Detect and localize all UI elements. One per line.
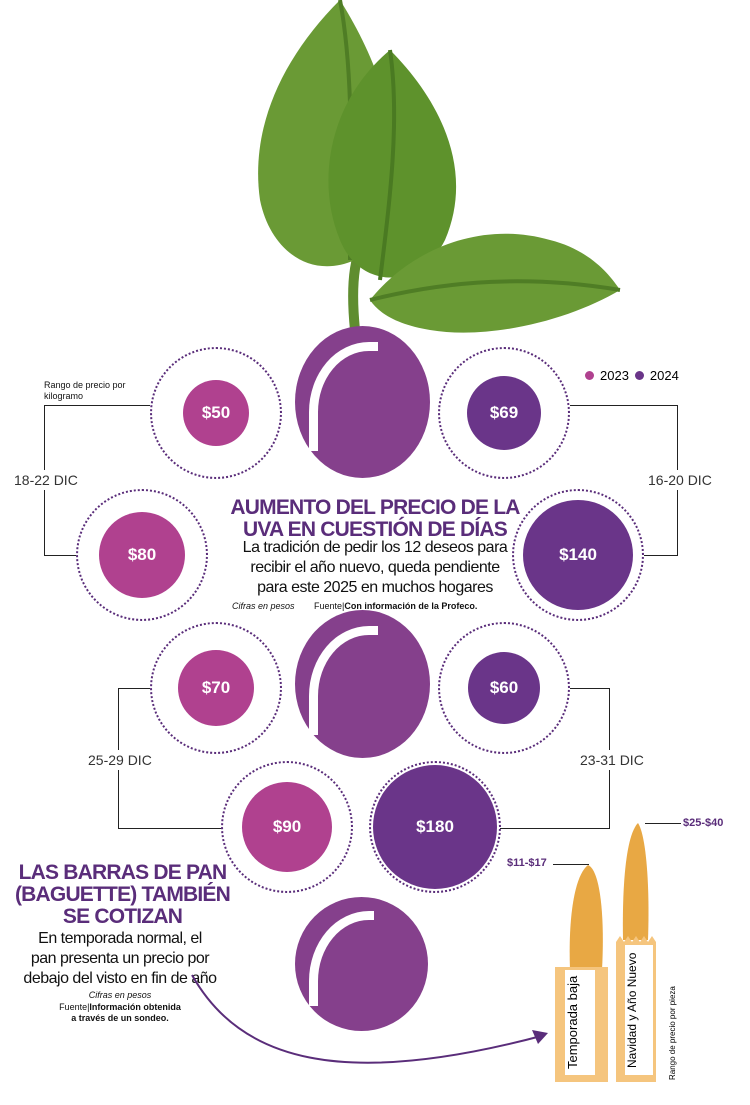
legend: 2023 2024 [585, 368, 679, 383]
bread-description: En temporada normal, el pan presenta un p… [23, 930, 217, 987]
price-2024: $60 [468, 652, 540, 724]
arrow [191, 974, 548, 1064]
grape-leaves [258, 0, 621, 333]
price-2024: $140 [523, 500, 633, 610]
period-label: 16-20 DIC [648, 470, 712, 490]
price-2024: $180 [373, 765, 497, 889]
bracket-line [44, 555, 76, 556]
legend-2024-swatch [634, 371, 644, 380]
price-2023: $80 [99, 512, 185, 598]
price-ring [150, 347, 282, 479]
bread-range-label: Rango de precio por pieza [668, 986, 677, 1080]
price-2023: $90 [242, 782, 332, 872]
bracket-line [118, 828, 222, 829]
main-description: La tradición de pedir los 12 deseos para… [242, 539, 508, 596]
low-season-label: Temporada baja [565, 970, 595, 1075]
price-ring [76, 489, 208, 621]
low-season-price: $11-$17 [507, 857, 547, 869]
bread-title: LAS BARRAS DE PAN (BAGUETTE) TAMBIÉN SE CO… [14, 861, 231, 928]
price-2024: $69 [467, 376, 541, 450]
bracket-line [44, 405, 150, 406]
price-2023: $50 [183, 380, 249, 446]
bracket-line [570, 405, 678, 406]
grape [295, 610, 430, 758]
period-label: 25-29 DIC [88, 750, 152, 770]
bracket-line [644, 555, 678, 556]
legend-2023-label: 2023 [600, 368, 629, 383]
main-title: AUMENTO DEL PRECIO DE LA UVA EN CUESTIÓN … [230, 496, 520, 541]
price-ring [221, 761, 353, 893]
price-ring [150, 622, 282, 754]
price-pointer [645, 823, 681, 824]
price-ring [438, 347, 570, 479]
bracket-line [118, 688, 150, 689]
price-pointer [553, 864, 589, 865]
legend-2024-label: 2024 [649, 368, 679, 383]
grape [295, 897, 428, 1031]
price-2023: $70 [178, 650, 254, 726]
legend-2023-swatch [585, 371, 594, 380]
bracket-line [570, 688, 610, 689]
units-note: Cifras en pesos [232, 601, 295, 611]
range-label: Rango de precio por kilogramo [44, 380, 126, 401]
bread-source-note: Fuente|Información obtenida a través de u… [59, 1002, 181, 1023]
source-note: Fuente|Con información de la Profeco. [314, 601, 478, 611]
holiday-label: Navidad y Año Nuevo [625, 945, 653, 1075]
bread-units-note: Cifras en pesos [88, 990, 152, 1000]
bracket-line [500, 828, 610, 829]
holiday-price: $25-$40 [683, 817, 724, 829]
period-label: 18-22 DIC [14, 470, 78, 490]
price-ring [512, 489, 644, 621]
price-ring [438, 622, 570, 754]
grape [295, 326, 430, 478]
period-label: 23-31 DIC [580, 750, 644, 770]
price-ring [369, 761, 501, 893]
